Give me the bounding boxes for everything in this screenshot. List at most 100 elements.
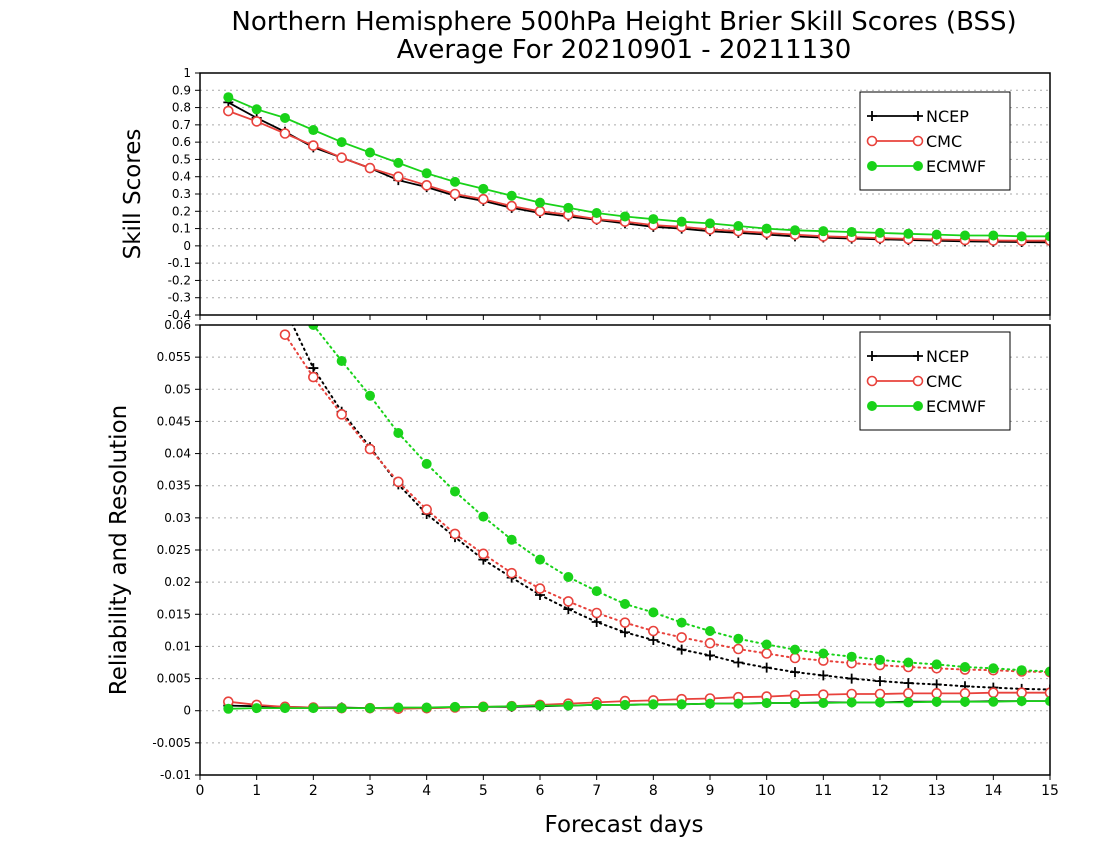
series-ecmwf-reliability (223, 696, 1050, 714)
x-tick-label: 15 (1041, 783, 1059, 799)
data-point-ecmwf (988, 696, 999, 707)
data-point-ncep (761, 662, 772, 673)
legend-marker-ncep (913, 351, 923, 361)
data-point-cmc (988, 687, 999, 699)
data-point-ecmwf (450, 486, 460, 497)
x-tick-label: 11 (814, 783, 832, 799)
data-point-cmc (789, 652, 801, 664)
series-line-cmc (228, 691, 1050, 710)
legend-marker-ncep (867, 351, 877, 361)
data-point-cmc (506, 200, 517, 212)
data-point-cmc (761, 648, 772, 659)
data-point-cmc (308, 371, 319, 383)
legend: NCEP CMC ECMWF (859, 91, 1011, 191)
data-point-ecmwf (535, 700, 545, 711)
y-tick-label: 0.01 (164, 639, 191, 653)
chart-title-line1: Northern Hemisphere 500hPa Height Brier … (231, 7, 1016, 37)
y-tick-label: 0.005 (157, 672, 191, 686)
data-point-ncep (818, 670, 829, 681)
data-point-ecmwf (1045, 231, 1050, 242)
data-point-cmc (874, 688, 886, 700)
legend-label-ecmwf: ECMWF (926, 397, 986, 416)
data-point-ecmwf (365, 390, 375, 401)
data-point-ecmwf (336, 137, 347, 148)
data-point-cmc (251, 116, 262, 127)
x-tick-label: 1 (252, 783, 261, 799)
data-point-ncep (733, 657, 744, 668)
x-tick-label: 6 (536, 783, 545, 799)
data-point-ecmwf (790, 225, 800, 236)
data-point-cmc (534, 205, 546, 217)
legend-label-ncep: NCEP (926, 347, 969, 366)
data-point-ecmwf (393, 428, 404, 438)
data-point-cmc (449, 188, 461, 200)
y-tick-label: 0.02 (164, 575, 191, 589)
data-point-ncep (903, 678, 914, 689)
data-point-ecmwf (846, 651, 857, 662)
data-point-ncep (676, 644, 687, 655)
x-tick-label: 0 (196, 783, 205, 799)
data-point-ecmwf (931, 696, 942, 707)
x-tick-label: 4 (422, 783, 431, 799)
x-axis-label: Forecast days (545, 812, 704, 838)
y-tick-label: 0 (183, 704, 191, 718)
data-point-ncep (875, 676, 885, 687)
data-point-cmc (619, 617, 631, 628)
legend-marker-ecmwf (867, 161, 877, 171)
data-point-cmc (591, 607, 602, 619)
data-point-ecmwf (421, 458, 432, 469)
data-point-ecmwf (591, 699, 602, 710)
legend-marker-cmc (866, 375, 878, 387)
data-point-ecmwf (450, 176, 460, 187)
y-tick-label: 0.1 (172, 222, 191, 236)
y-axis-label: Reliability and Resolution (106, 405, 132, 695)
data-point-cmc (308, 140, 319, 151)
data-point-ecmwf (506, 190, 517, 201)
series-line-ecmwf (228, 700, 1050, 710)
data-point-cmc (648, 625, 659, 637)
data-point-ecmwf (223, 92, 234, 103)
y-tick-label: 0.8 (172, 101, 191, 115)
data-point-ncep (591, 617, 602, 627)
plot-area (223, 92, 1050, 248)
data-point-ecmwf (1016, 231, 1027, 242)
data-point-ecmwf (393, 157, 404, 168)
data-point-cmc (959, 688, 971, 699)
data-point-ecmwf (535, 554, 545, 565)
x-tick-label: 10 (758, 783, 776, 799)
data-point-ecmwf (223, 703, 234, 714)
x-tick-label: 14 (984, 783, 1002, 799)
series-ecmwf (223, 92, 1050, 242)
data-point-ecmwf (818, 698, 829, 708)
data-point-ecmwf (308, 325, 319, 330)
data-point-ecmwf (648, 214, 659, 225)
data-point-ecmwf (1045, 666, 1050, 677)
data-point-cmc (506, 567, 517, 579)
data-point-ecmwf (705, 698, 715, 709)
data-point-ncep (308, 363, 319, 374)
data-point-ecmwf (478, 701, 489, 712)
data-point-ecmwf (1045, 696, 1050, 707)
x-tick-label: 8 (649, 783, 658, 799)
y-tick-label: -0.1 (168, 256, 191, 270)
data-point-cmc (449, 528, 461, 540)
y-tick-label: 0.055 (157, 350, 191, 364)
data-point-ecmwf (676, 699, 687, 710)
data-point-ecmwf (676, 617, 687, 628)
data-point-cmc (704, 637, 716, 649)
legend-label-cmc: CMC (926, 372, 962, 391)
data-point-cmc (931, 688, 942, 699)
y-tick-label: 1 (183, 66, 191, 80)
data-point-ncep (648, 635, 659, 645)
y-tick-label: 0.7 (172, 118, 191, 132)
data-point-ecmwf (705, 218, 715, 229)
data-point-ecmwf (1016, 696, 1027, 707)
skill-scores-panel: -0.4 -0.3 -0.2 -0.1 0 0.1 0.2 0.3 0.4 0.5 0.6 0.7 0.… (120, 66, 1051, 322)
data-point-ecmwf (421, 702, 432, 713)
data-point-ecmwf (875, 654, 885, 665)
legend-label-ncep: NCEP (926, 107, 969, 126)
data-point-cmc (478, 548, 489, 560)
data-point-ecmwf (761, 223, 772, 234)
plot-frame (199, 324, 1051, 776)
